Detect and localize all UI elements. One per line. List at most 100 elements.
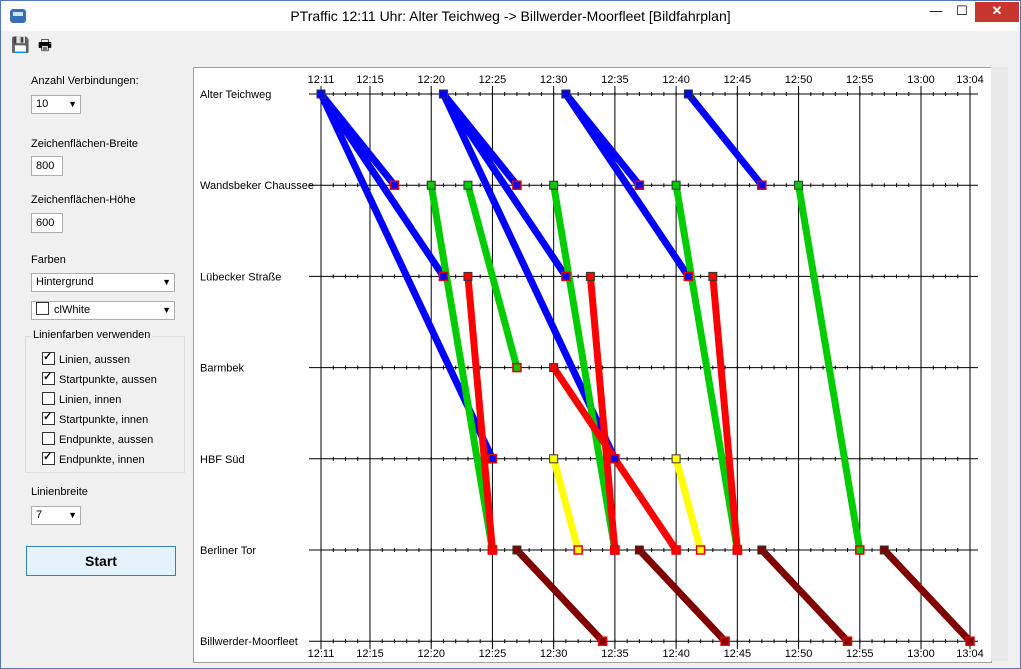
colors-label: Farben	[31, 254, 66, 266]
start-point	[512, 545, 522, 555]
height-label: Zeichenflächen-Höhe	[31, 194, 136, 206]
trip-line	[550, 457, 582, 551]
title-bar[interactable]: PTraffic 12:11 Uhr: Alter Teichweg -> Bi…	[1, 1, 1020, 31]
start-point	[708, 271, 718, 281]
end-point	[732, 545, 743, 555]
trip-line	[464, 276, 496, 551]
color-swatch	[36, 302, 49, 315]
checkbox-endpoints-inner[interactable]: Endpunkte, innen	[42, 450, 145, 466]
start-point	[794, 180, 804, 190]
settings-panel: Anzahl Verbindungen: 10 ▼ Zeichenflächen…	[1, 61, 191, 667]
time-tick-label-bottom: 12:30	[540, 648, 568, 660]
chevron-down-icon: ▼	[162, 305, 171, 315]
save-icon[interactable]: 💾	[11, 37, 30, 54]
connections-select[interactable]: 10 ▼	[31, 95, 81, 114]
trip-line	[759, 547, 851, 644]
time-tick-label-bottom: 12:20	[417, 648, 445, 660]
time-tick-label-bottom: 12:11	[308, 648, 335, 660]
color-target-value: Hintergrund	[36, 276, 94, 288]
time-tick-label-top: 12:50	[785, 74, 813, 86]
checkbox-box[interactable]	[42, 392, 55, 405]
trip-line	[672, 457, 704, 551]
trip-line	[427, 184, 496, 551]
checkbox-box[interactable]	[42, 432, 55, 445]
checkbox-box[interactable]	[42, 410, 55, 425]
checkbox-label: Linien, aussen	[59, 354, 130, 366]
time-tick-label-top: 12:15	[356, 74, 384, 86]
trip-line	[586, 276, 619, 551]
checkbox-label: Endpunkte, aussen	[59, 434, 154, 446]
time-tick-label-bottom: 12:15	[356, 648, 384, 660]
time-tick-label-top: 12:55	[846, 74, 874, 86]
height-input[interactable]: 600	[31, 213, 63, 233]
minimize-button[interactable]: —	[929, 3, 943, 18]
checkbox-label: Linien, innen	[59, 394, 122, 406]
end-point	[573, 545, 583, 555]
time-tick-label-top: 12:25	[479, 74, 507, 86]
time-tick-label-bottom: 12:35	[601, 648, 629, 660]
end-point	[512, 362, 522, 373]
end-point	[512, 180, 522, 190]
end-point	[610, 545, 620, 555]
vertical-scrollbar[interactable]	[991, 67, 1008, 661]
bus-icon	[10, 9, 26, 23]
checkbox-startpoints-inner[interactable]: Startpunkte, innen	[42, 410, 148, 426]
station-label: Berliner Tor	[200, 545, 256, 557]
linewidth-label: Linienbreite	[31, 486, 88, 498]
maximize-button[interactable]: ☐	[956, 3, 968, 18]
width-input[interactable]: 800	[31, 156, 63, 176]
chevron-down-icon: ▼	[68, 99, 77, 109]
time-tick-label-bottom: 13:00	[907, 648, 935, 660]
linewidth-value: 7	[36, 509, 43, 521]
line-colors-label: Linienfarben verwenden	[31, 329, 153, 341]
start-point	[561, 89, 571, 99]
checkbox-box[interactable]	[42, 350, 55, 365]
time-tick-label-top: 12:30	[540, 74, 568, 86]
start-point	[549, 363, 559, 373]
line-colors-group: Linienfarben verwenden Linien, aussen St…	[25, 329, 185, 473]
start-button[interactable]: Start	[26, 546, 176, 576]
time-tick-label-bottom: 12:55	[846, 648, 874, 660]
start-point	[549, 180, 559, 190]
start-point	[683, 89, 693, 99]
end-point	[561, 271, 571, 282]
checkbox-startpoints-outer[interactable]: Startpunkte, aussen	[42, 370, 157, 386]
checkbox-box[interactable]	[42, 370, 55, 385]
close-button[interactable]: ✕	[975, 2, 1019, 22]
checkbox-label: Endpunkte, innen	[59, 454, 145, 466]
color-value-select[interactable]: clWhite ▼	[31, 301, 175, 320]
end-point	[389, 180, 400, 190]
station-label: Lübecker Straße	[200, 271, 281, 283]
station-label: Wandsbeker Chaussee	[200, 180, 314, 192]
end-point	[855, 545, 865, 555]
time-tick-label-bottom: 12:40	[662, 648, 690, 660]
trip-line	[514, 547, 606, 644]
end-point	[487, 545, 498, 555]
connections-value: 10	[36, 98, 49, 110]
time-tick-label-top: 13:04	[956, 74, 984, 86]
color-target-select[interactable]: Hintergrund ▼	[31, 273, 175, 292]
station-label: HBF Süd	[200, 454, 245, 466]
trip-line	[672, 184, 741, 551]
start-point	[879, 545, 889, 555]
checkbox-endpoints-outer[interactable]: Endpunkte, aussen	[42, 432, 153, 446]
print-icon[interactable]: 🖶	[37, 37, 53, 54]
timetable-chart-area: Alter Teichweg Wandsbeker Chaussee Lübecke…	[193, 67, 992, 663]
end-point	[720, 636, 730, 646]
linewidth-select[interactable]: 7 ▼	[31, 506, 81, 525]
end-point	[438, 271, 449, 282]
start-point	[671, 454, 681, 464]
start-point	[585, 271, 595, 281]
checkbox-lines-outer[interactable]: Linien, aussen	[42, 350, 130, 366]
time-tick-label-bottom: 13:04	[956, 648, 984, 660]
end-point	[487, 454, 498, 464]
start-point	[757, 545, 767, 555]
checkbox-lines-inner[interactable]: Linien, innen	[42, 392, 121, 406]
time-tick-label-top: 12:11	[308, 74, 335, 86]
chevron-down-icon: ▼	[162, 277, 171, 287]
width-label: Zeichenflächen-Breite	[31, 138, 139, 150]
time-tick-label-top: 13:00	[907, 74, 935, 86]
time-tick-label-top: 12:45	[724, 74, 752, 86]
trip-line	[318, 92, 447, 279]
checkbox-box[interactable]	[42, 450, 55, 465]
